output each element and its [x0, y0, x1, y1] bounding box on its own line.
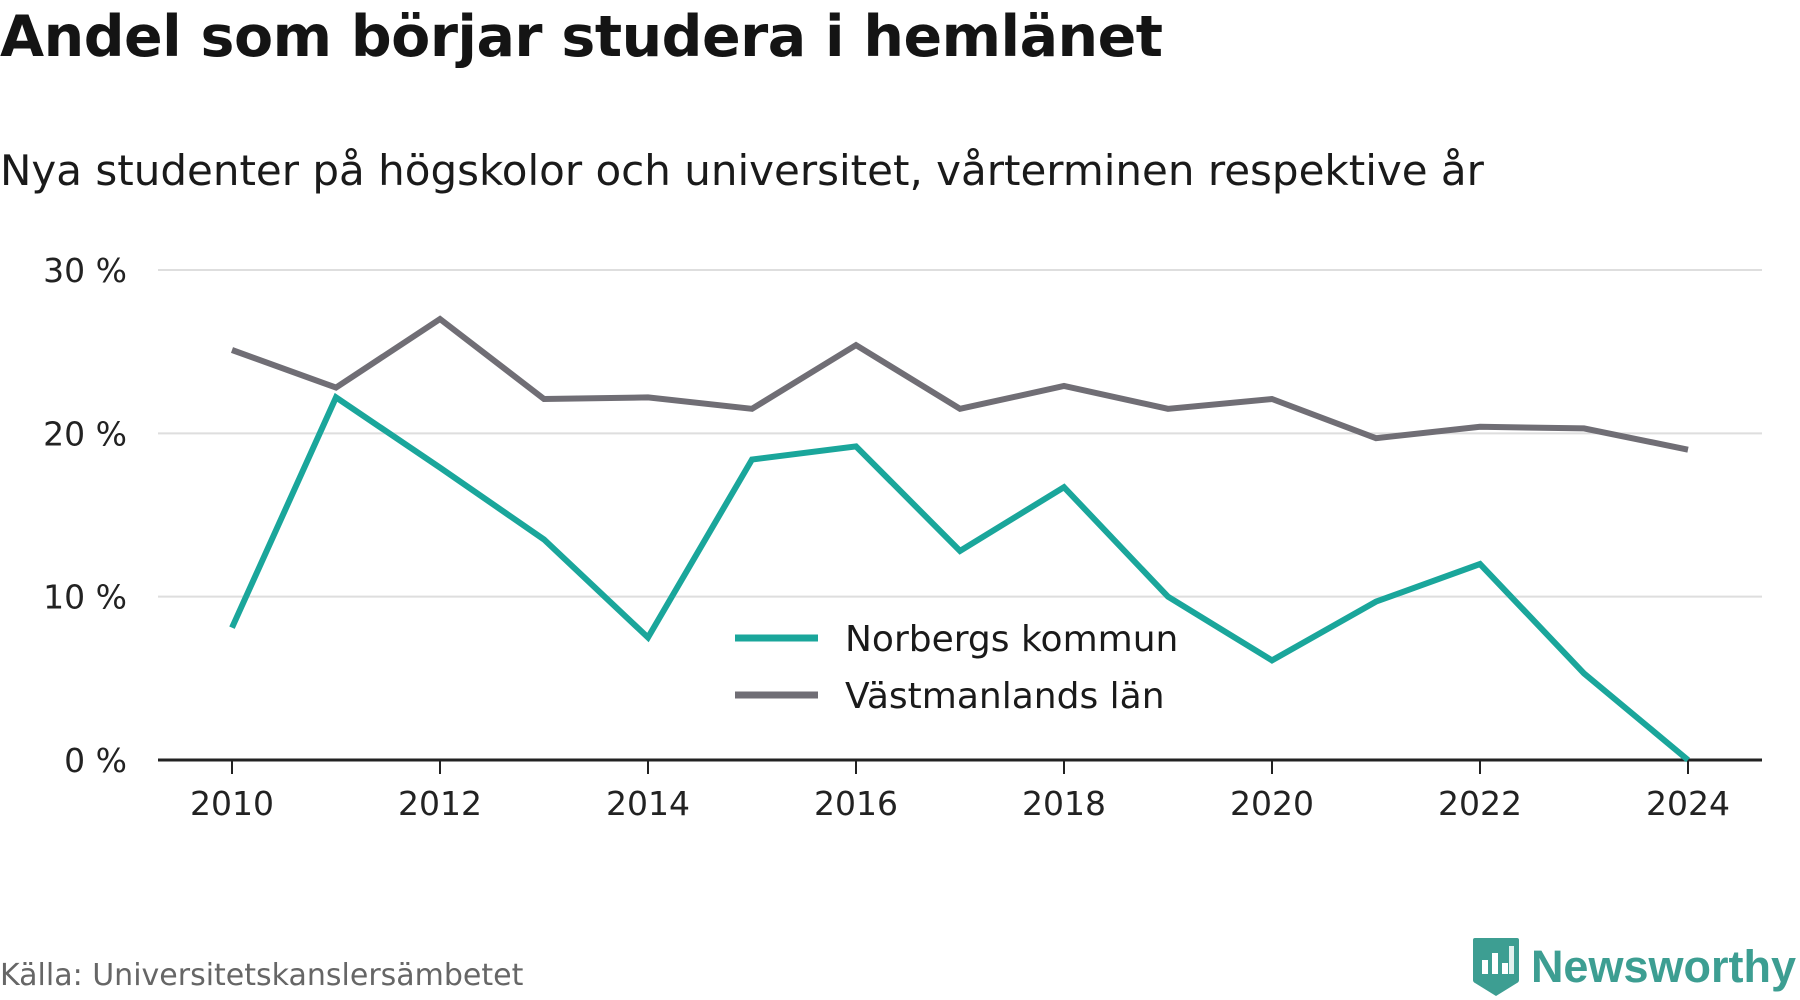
y-tick-label: 20 % [43, 414, 127, 453]
x-tick-label: 2012 [398, 784, 482, 823]
x-tick-label: 2022 [1438, 784, 1522, 823]
series-lines [229, 315, 1690, 763]
brand-name: Newsworthy [1530, 941, 1796, 992]
brand-logo: Newsworthy [1471, 936, 1796, 998]
x-axis: 2010 2012 2014 2016 2018 2020 2022 2024 [158, 758, 1762, 823]
chart-subtitle: Nya studenter på högskolor och universit… [0, 146, 1484, 195]
y-tick-label: 30 % [43, 251, 127, 290]
x-tick-label: 2010 [190, 784, 274, 823]
series-line [229, 392, 1690, 763]
legend: Norbergs kommun Västmanlands län [735, 619, 1178, 717]
series-line [230, 315, 1689, 453]
x-tick-label: 2014 [606, 784, 690, 823]
y-axis-ticks: 0 % 10 % 20 % 30 % [43, 251, 127, 780]
x-tick-label: 2024 [1646, 784, 1730, 823]
legend-label: Västmanlands län [845, 676, 1165, 717]
y-tick-label: 0 % [64, 741, 127, 780]
source-note: Källa: Universitetskanslersämbetet [0, 958, 524, 993]
legend-label: Norbergs kommun [845, 619, 1178, 660]
x-tick-label: 2018 [1022, 784, 1106, 823]
chart-title: Andel som börjar studera i hemlänet [0, 4, 1163, 70]
x-tick-label: 2020 [1230, 784, 1314, 823]
x-tick-label: 2016 [814, 784, 898, 823]
y-tick-label: 10 % [43, 578, 127, 617]
gridlines [158, 269, 1762, 598]
newsworthy-logo-icon [1472, 938, 1519, 996]
